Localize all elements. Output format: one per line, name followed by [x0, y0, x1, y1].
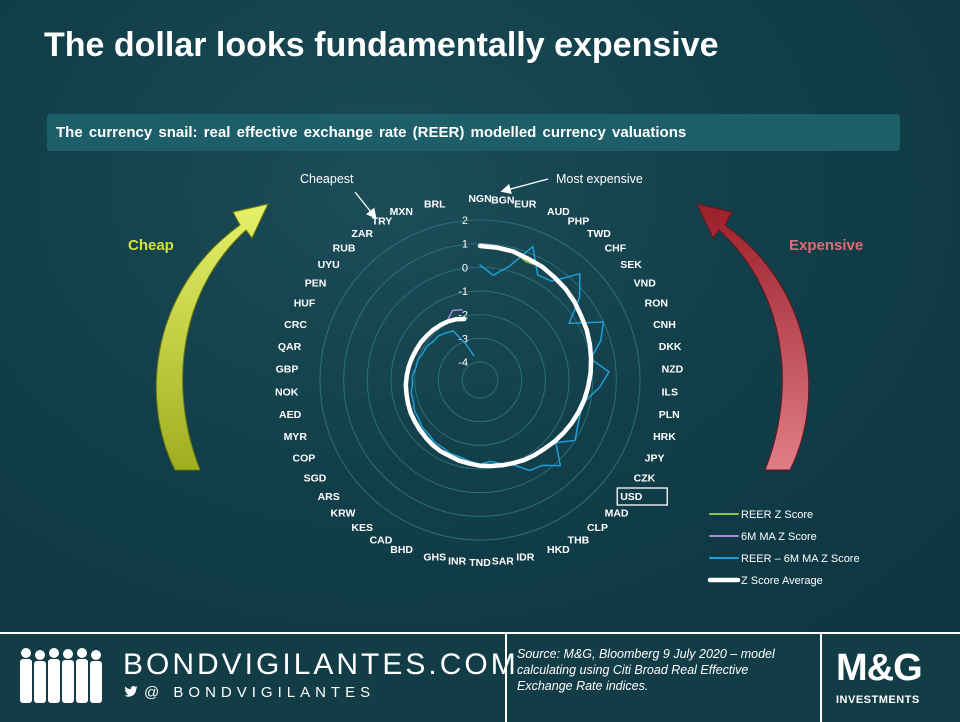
category-label: CNH — [653, 319, 676, 331]
category-label: BHD — [390, 544, 413, 556]
category-label: COP — [293, 452, 316, 464]
category-label: MYR — [284, 431, 308, 443]
subtitle: The currency snail: real effective excha… — [56, 124, 687, 141]
expensive-label: Expensive — [789, 237, 863, 254]
category-label: PLN — [659, 409, 680, 421]
grid-ring — [366, 266, 594, 494]
category-label: PEN — [305, 277, 327, 289]
category-label: THB — [568, 534, 590, 546]
category-label: MAD — [605, 508, 629, 520]
category-label: HUF — [294, 298, 316, 310]
category-label: QAR — [278, 341, 302, 353]
category-label: MXN — [390, 206, 413, 218]
footer-divider — [820, 634, 822, 722]
category-label: DKK — [659, 341, 682, 353]
category-label: ILS — [662, 386, 678, 398]
category-label: BRL — [424, 199, 446, 211]
category-label: RUB — [333, 242, 356, 254]
usd-highlight-box — [616, 487, 668, 506]
category-label: IDR — [516, 551, 535, 563]
radial-tick-label: -4 — [458, 357, 468, 369]
grid-ring — [390, 290, 570, 470]
category-label: BGN — [491, 194, 514, 206]
category-label: TRY — [372, 216, 393, 228]
radial-tick-label: 2 — [462, 215, 468, 227]
category-label: SAR — [492, 556, 515, 568]
legend-label: 6M MA Z Score — [741, 531, 817, 543]
category-label: AED — [279, 409, 302, 421]
category-label: SGD — [304, 473, 327, 485]
footer — [0, 632, 960, 722]
category-label: GHS — [423, 551, 446, 563]
category-label: JPY — [645, 452, 665, 464]
grid-ring — [319, 219, 641, 541]
radial-tick-label: -3 — [458, 333, 468, 345]
most-expensive-pointer — [500, 178, 549, 195]
radial-tick-label: -1 — [458, 286, 468, 298]
category-label: TWD — [587, 228, 611, 240]
category-label: CLP — [587, 522, 608, 534]
cheap-label: Cheap — [128, 237, 174, 254]
team-silhouette-icon — [20, 648, 102, 703]
category-label: GBP — [276, 364, 299, 376]
category-label: SEK — [620, 259, 642, 271]
category-label: CAD — [370, 534, 393, 546]
category-label: ZAR — [351, 228, 373, 240]
category-label: NGN — [468, 193, 491, 205]
expensive-arrow — [696, 203, 810, 471]
subtitle-bar: The currency snail: real effective excha… — [47, 114, 900, 151]
chart-background — [0, 0, 960, 632]
cheapest-annotation: Cheapest — [300, 172, 354, 186]
category-label: UYU — [318, 259, 340, 271]
radial-tick-label: -2 — [458, 310, 468, 322]
grid-ring — [414, 314, 546, 446]
twitter-icon — [124, 686, 138, 697]
most-expensive-annotation: Most expensive — [556, 172, 643, 186]
cheap-arrow — [155, 203, 269, 471]
category-label: VND — [634, 277, 657, 289]
grid-ring — [437, 337, 523, 423]
mg-logo-text: M&G — [836, 647, 923, 689]
legend-label: REER Z Score — [741, 509, 813, 521]
series-line — [403, 243, 594, 469]
radial-tick-label: 1 — [462, 239, 468, 251]
page-title: The dollar looks fundamentally expensive — [44, 26, 719, 64]
category-label: AUD — [547, 206, 570, 218]
legend-label: REER – 6M MA Z Score — [741, 553, 860, 565]
category-label: CHF — [605, 242, 627, 254]
radial-tick-label: 0 — [462, 262, 468, 274]
category-label: NOK — [275, 386, 299, 398]
brand-name: BONDVIGILANTES.COM — [123, 648, 519, 681]
mg-logo-subtext: INVESTMENTS — [836, 694, 920, 706]
grid-ring — [461, 361, 499, 399]
footer-divider — [505, 634, 507, 722]
category-label: INR — [448, 556, 467, 568]
category-label: ARS — [318, 491, 340, 503]
category-label: USD — [620, 491, 643, 503]
radial-tick-labels: 2 1 0 -1 -2 -3 -4 — [458, 215, 468, 369]
category-label: HKD — [547, 544, 570, 556]
category-label: CZK — [634, 473, 656, 485]
series-line — [410, 245, 610, 472]
radial-grid — [319, 219, 641, 541]
cheapest-pointer — [354, 191, 377, 220]
category-label: NZD — [662, 364, 684, 376]
category-label: HRK — [653, 431, 676, 443]
category-label: RON — [645, 298, 668, 310]
source-note: Source: M&G, Bloomberg 9 July 2020 – mod… — [517, 647, 775, 693]
category-label: KRW — [331, 508, 356, 520]
currency-snail-chart: Cheap Expensive Cheapest Most expensive … — [128, 172, 863, 587]
series-lines — [403, 242, 610, 472]
legend: REER Z Score 6M MA Z Score REER – 6M MA Z … — [707, 509, 860, 587]
category-label: CRC — [284, 319, 307, 331]
legend-label: Z Score Average — [741, 575, 823, 587]
grid-ring — [343, 243, 617, 517]
category-label: PHP — [568, 216, 590, 228]
category-label: EUR — [514, 199, 537, 211]
category-label: KES — [351, 522, 373, 534]
twitter-handle: @ BONDVIGILANTES — [144, 684, 376, 701]
category-label: TND — [469, 557, 491, 569]
